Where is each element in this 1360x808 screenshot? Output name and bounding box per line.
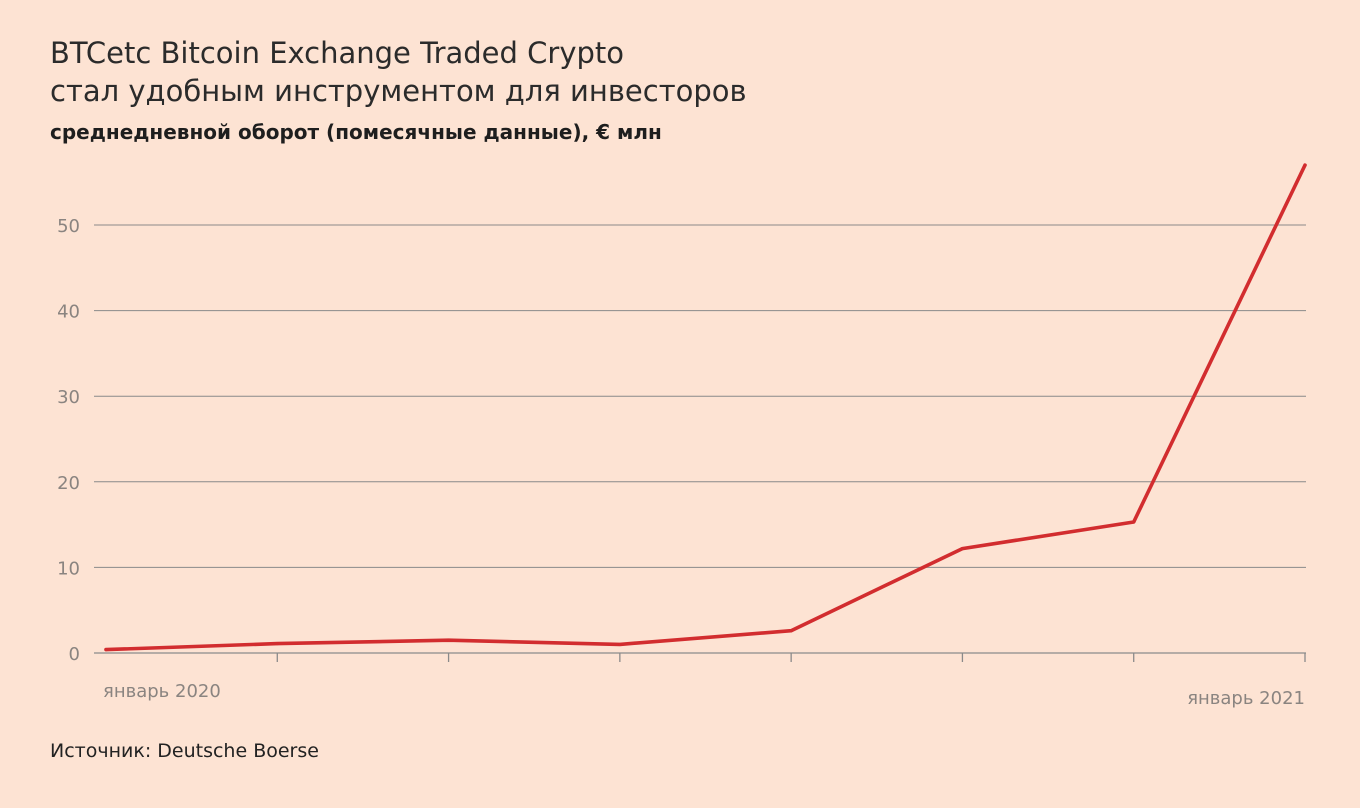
chart-title: BTCetc Bitcoin Exchange Traded Crypto ст… — [50, 34, 747, 110]
data-point — [275, 641, 279, 646]
data-point — [789, 629, 793, 633]
source-note: Источник: Deutsche Boerse — [50, 740, 319, 762]
grid-layer — [94, 224, 1306, 654]
x-tick-label-start: январь 2020 — [103, 681, 221, 702]
series-layer — [104, 163, 1307, 652]
y-tick-label-30: 30 — [57, 387, 80, 408]
tick-label-layer: 0 10 20 30 40 50 январь 2020 январь 2021 — [57, 216, 1305, 709]
y-tick-label-0: 0 — [69, 644, 80, 665]
chart-title-line-2: стал удобным инструментом для инвесторов — [50, 74, 747, 108]
data-point — [960, 546, 965, 551]
y-tick-label-20: 20 — [57, 473, 80, 494]
y-tick-label-10: 10 — [57, 558, 80, 579]
data-point — [618, 642, 622, 647]
data-point — [1303, 163, 1307, 167]
y-tick-label-40: 40 — [57, 302, 80, 323]
chart-subtitle: среднедневной оборот (помесячные данные)… — [50, 120, 662, 144]
data-point — [446, 638, 451, 642]
chart-title-line-1: BTCetc Bitcoin Exchange Traded Crypto — [50, 36, 624, 70]
data-point — [104, 647, 108, 652]
x-axis — [276, 653, 1306, 662]
x-tick-label-end: январь 2021 — [1187, 688, 1305, 709]
data-point — [1132, 520, 1136, 524]
y-tick-label-50: 50 — [57, 216, 80, 237]
series-line-0 — [104, 163, 1307, 652]
